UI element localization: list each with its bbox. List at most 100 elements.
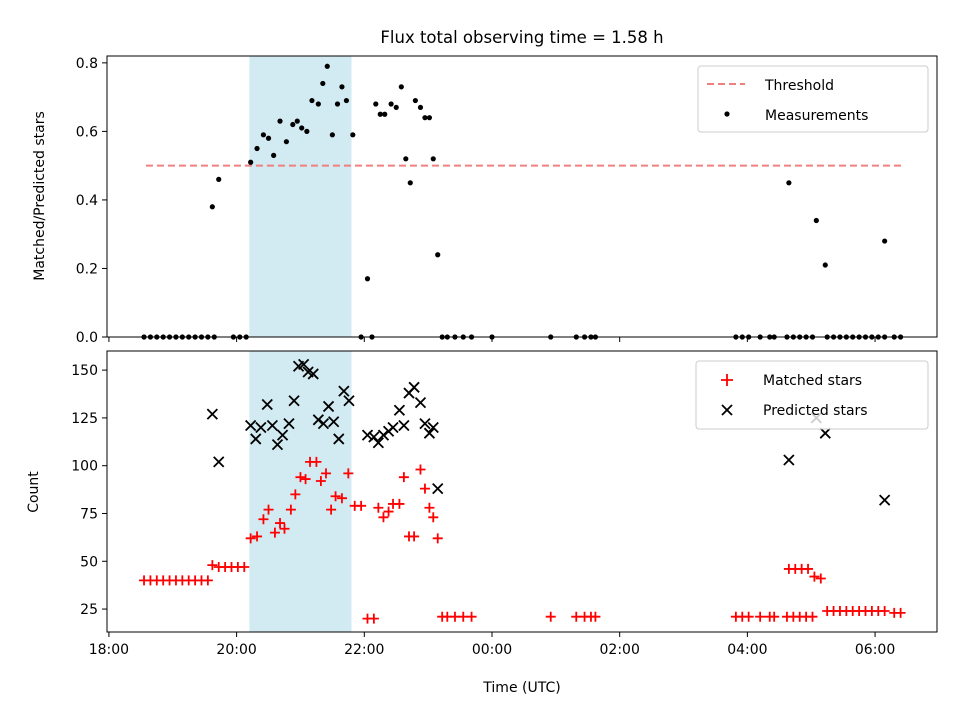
count-panel: 25 50 75 100 125 150 18:00 20:00 22:00 00:00 02:00… (26, 350, 938, 696)
chart-title: Flux total observing time = 1.58 h (380, 28, 663, 47)
predicted-stars-point (328, 416, 340, 428)
predicted-stars-point (283, 418, 295, 430)
matched-legend-label: Matched stars (763, 373, 862, 389)
y-tick-label: 100 (71, 459, 98, 475)
matched-stars-point (320, 468, 331, 479)
measurement-point (271, 152, 277, 158)
predicted-stars-point (819, 427, 831, 439)
matched-stars-point (275, 518, 286, 529)
predicted-stars-point (343, 395, 355, 407)
predicted-stars-point (307, 368, 319, 380)
measurement-point (393, 104, 399, 111)
y-tick-label: 0.8 (76, 56, 98, 72)
matched-stars-point (432, 533, 443, 544)
predicted-stars-point (414, 396, 427, 409)
measurement-point (277, 118, 283, 124)
matched-stars-point (409, 531, 420, 542)
measurement-point (822, 262, 828, 268)
measurement-point (373, 101, 379, 107)
measurement-point (254, 145, 260, 152)
matched-stars-point (252, 531, 263, 542)
x-tick-label: 06:00 (855, 642, 895, 658)
measurements-legend-label: Measurements (765, 108, 868, 124)
matched-stars-point (245, 533, 256, 544)
ratio-ticks: 0.0 0.2 0.4 0.6 0.8 (76, 56, 876, 346)
count-axes-frame (106, 350, 938, 633)
matched-stars-point (239, 562, 250, 573)
matched-stars-point (466, 611, 477, 622)
predicted-stars-point (398, 419, 410, 432)
matched-stars-point (428, 512, 439, 523)
matched-stars-point (202, 575, 213, 586)
predicted-stars-point (423, 427, 436, 439)
measurement-point (216, 176, 222, 182)
x-tick-label: 18:00 (89, 642, 129, 658)
predicted-stars-point (312, 414, 324, 426)
predicted-legend-swatch (721, 404, 733, 416)
count-ticks: 25 50 75 100 125 150 18:00 20:00 22:00 00:00 02:00… (71, 363, 895, 658)
predicted-stars-point (271, 439, 284, 451)
matched-stars-point (803, 563, 814, 574)
predicted-stars-point (361, 429, 374, 441)
predicted-stars-point (255, 421, 267, 434)
predicted-stars-point (387, 421, 399, 434)
measurements-legend-swatch (724, 111, 730, 117)
matched-stars-point (419, 483, 430, 494)
measurement-point (324, 63, 330, 69)
measurement-point (412, 97, 418, 104)
predicted-stars-point (317, 418, 330, 430)
matched-stars-point (311, 456, 322, 467)
matched-stars-point (394, 498, 405, 509)
measurement-point (299, 125, 305, 131)
predicted-stars-point (213, 456, 225, 468)
measurement-point (315, 101, 321, 107)
measurement-point (309, 97, 315, 104)
predicted-stars-point (266, 419, 278, 432)
matched-stars-point (424, 502, 435, 513)
matched-stars-point (326, 504, 337, 515)
matched-stars-point (415, 464, 426, 475)
measurement-point (304, 128, 310, 134)
count-y-axis-label: Count (26, 471, 42, 513)
predicted-stars-point (276, 429, 289, 441)
x-tick-label: 20:00 (216, 642, 256, 658)
predicted-stars-point (250, 433, 262, 445)
measurement-point (209, 204, 215, 210)
measurement-point (430, 156, 436, 162)
measurement-point (320, 80, 326, 87)
matched-legend-swatch (721, 374, 733, 386)
measurement-point (403, 156, 409, 162)
matched-stars-point (815, 573, 826, 584)
measurement-point (417, 104, 424, 111)
matched-stars-point (343, 468, 354, 479)
ratio-legend: Threshold Measurements (697, 65, 929, 133)
matched-stars-point (315, 475, 326, 486)
matched-stars-point (263, 504, 274, 515)
matched-stars-point (258, 514, 269, 525)
observing-window-span (249, 56, 352, 337)
predicted-stars-point (206, 408, 218, 420)
measurement-point (294, 118, 300, 124)
matched-stars-point (373, 502, 384, 513)
measurement-point (422, 115, 428, 121)
measurement-point (435, 252, 441, 258)
y-tick-label: 125 (71, 411, 98, 427)
matched-stars-point (378, 512, 389, 523)
matched-stars-point (300, 474, 311, 485)
predicted-stars-point (322, 400, 335, 413)
matched-stars-point (330, 491, 341, 502)
x-tick-label: 02:00 (600, 642, 640, 658)
predicted-stars-point (261, 398, 273, 411)
matched-stars-point (743, 611, 754, 622)
x-tick-label: 00:00 (472, 642, 512, 658)
matched-stars-point (269, 527, 280, 538)
y-tick-label: 0.4 (76, 193, 98, 209)
x-tick-label: 22:00 (344, 642, 384, 658)
y-tick-label: 75 (80, 506, 98, 522)
matched-stars-point (290, 489, 301, 500)
matched-stars-point (383, 506, 394, 517)
predicted-stars-point (338, 385, 350, 397)
measurement-point (388, 101, 394, 107)
ratio-axes-frame (106, 55, 938, 338)
